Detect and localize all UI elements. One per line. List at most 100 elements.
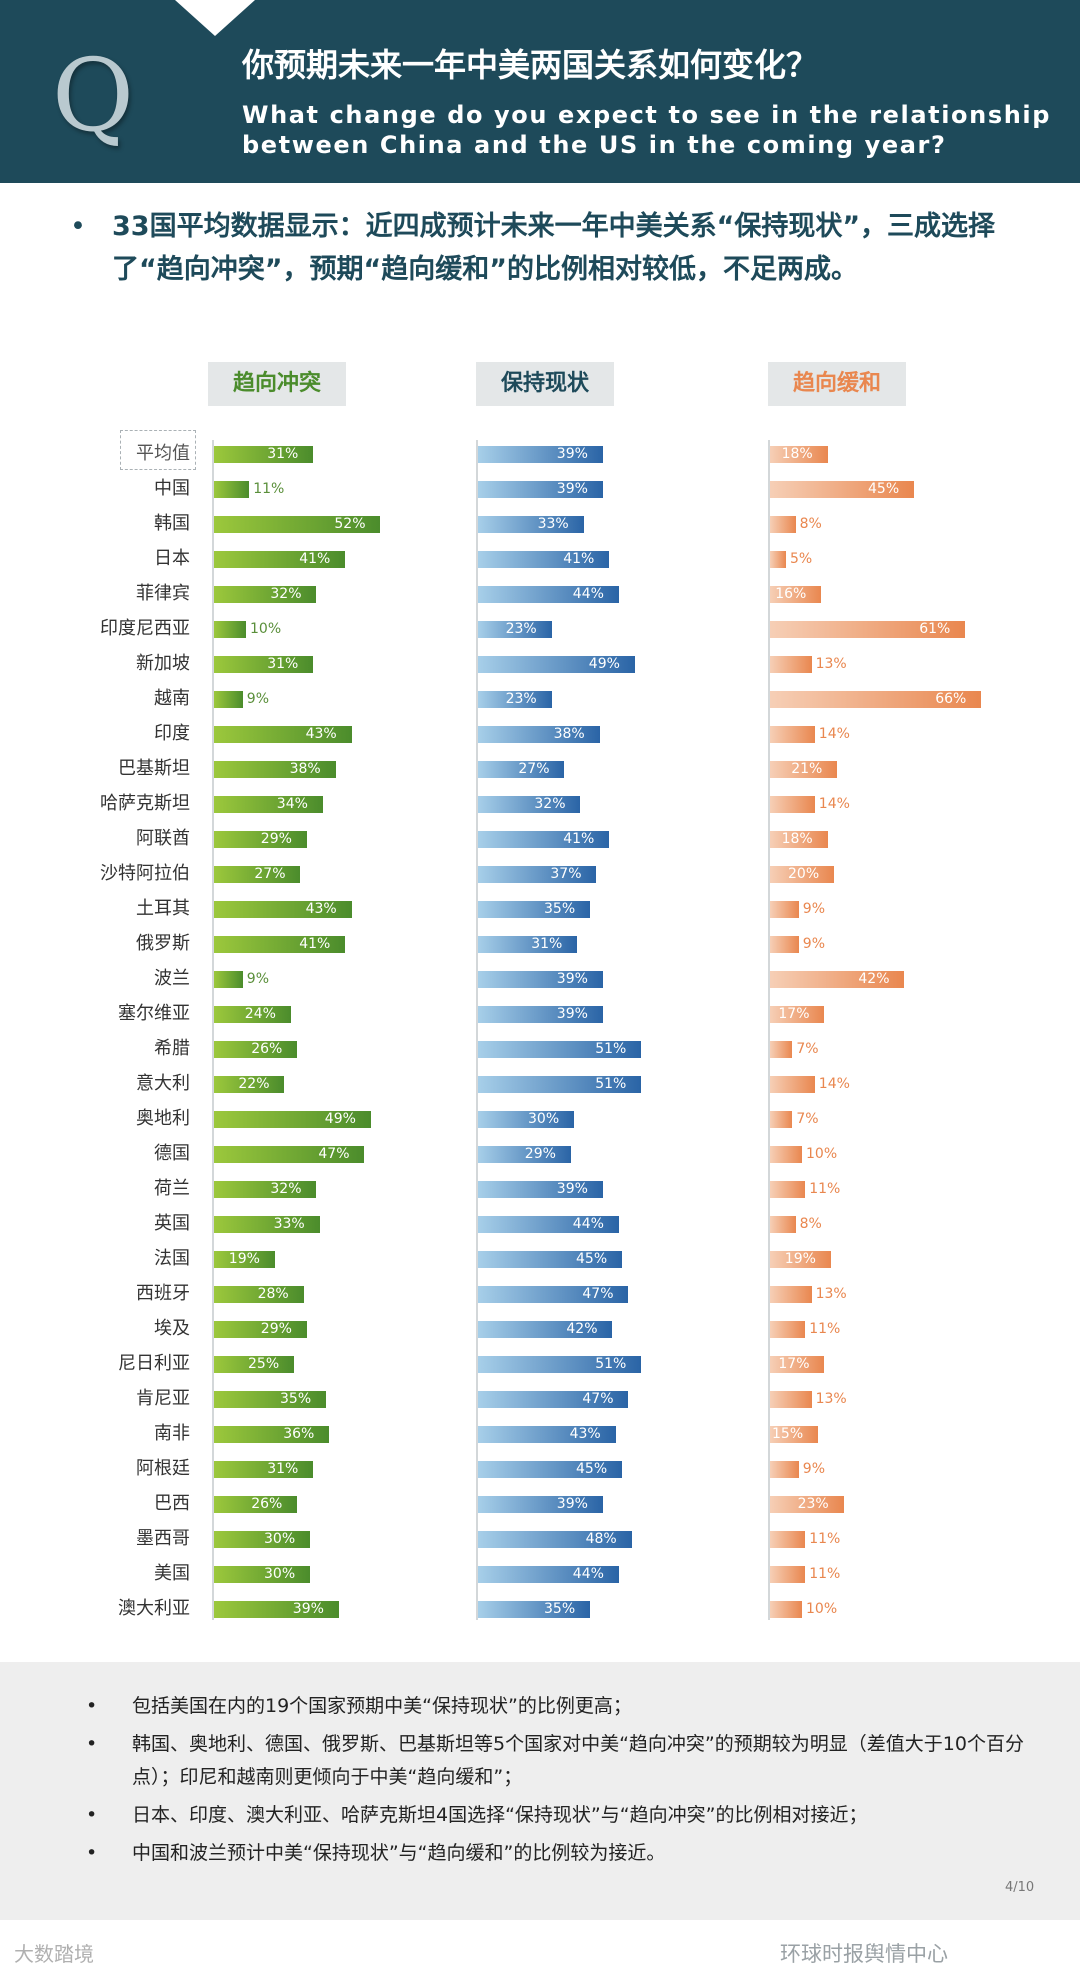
category-label: 奥地利 — [136, 1108, 190, 1129]
value-label: 44% — [572, 586, 604, 602]
value-label: 32% — [270, 1181, 302, 1197]
value-label: 10% — [250, 621, 282, 637]
category-label: 哈萨克斯坦 — [100, 793, 190, 814]
value-label: 32% — [270, 586, 302, 602]
value-label: 45% — [576, 1251, 608, 1267]
bar-conflict — [214, 1391, 326, 1408]
bar-easing — [770, 1566, 806, 1583]
value-label: 33% — [273, 1216, 305, 1232]
value-label: 9% — [802, 1461, 826, 1477]
value-label: 17% — [778, 1006, 810, 1022]
bar-easing — [770, 796, 815, 813]
category-label: 希腊 — [154, 1038, 190, 1059]
value-label: 52% — [334, 516, 366, 532]
q-logo: Q — [52, 37, 134, 154]
bar-status-quo — [478, 1601, 590, 1618]
value-label: 17% — [778, 1356, 810, 1372]
value-label: 41% — [299, 551, 331, 567]
value-label: 9% — [802, 901, 826, 917]
header-banner: Q 你预期未来一年中美两国关系如何变化？ What change do you … — [0, 0, 1080, 183]
bar-status-quo — [478, 1566, 619, 1583]
value-label: 47% — [582, 1391, 614, 1407]
average-label-box — [120, 430, 196, 470]
category-label: 塞尔维亚 — [118, 1003, 190, 1024]
summary-text: 33国平均数据显示：近四成预计未来一年中美关系“保持现状”，三成选择了“趋向冲突… — [112, 211, 996, 285]
bar-conflict — [214, 1251, 275, 1268]
page-title-cn: 你预期未来一年中美两国关系如何变化？ — [242, 46, 819, 84]
category-label: 埃及 — [154, 1318, 190, 1339]
bar-easing — [770, 691, 982, 708]
bar-conflict — [214, 1286, 304, 1303]
value-label: 26% — [251, 1496, 283, 1512]
category-label: 美国 — [154, 1563, 190, 1584]
bar-conflict — [214, 446, 314, 463]
bar-status-quo — [478, 516, 584, 533]
category-label: 韩国 — [154, 513, 190, 534]
bar-status-quo — [478, 1146, 571, 1163]
bar-conflict — [214, 621, 246, 638]
bar-conflict — [214, 1146, 365, 1163]
value-label: 23% — [797, 1496, 829, 1512]
bar-conflict — [214, 691, 243, 708]
value-label: 35% — [544, 1601, 576, 1617]
value-label: 10% — [806, 1146, 838, 1162]
value-label: 5% — [790, 551, 813, 567]
value-label: 21% — [791, 761, 823, 777]
bar-conflict — [214, 1111, 371, 1128]
bar-status-quo — [478, 1391, 629, 1408]
bar-easing — [770, 481, 914, 498]
value-label: 13% — [815, 1391, 847, 1407]
category-label: 肯尼亚 — [136, 1388, 190, 1409]
value-label: 23% — [505, 621, 537, 637]
note-item: 日本、印度、澳大利亚、哈萨克斯坦4国选择“保持现状”与“趋向冲突”的比例相对接近… — [132, 1804, 868, 1826]
category-label: 越南 — [154, 688, 190, 709]
bar-conflict — [214, 1566, 310, 1583]
bar-status-quo — [478, 726, 600, 743]
bar-easing — [770, 866, 834, 883]
bar-easing — [770, 1461, 799, 1478]
category-label: 菲律宾 — [136, 583, 190, 604]
note-item: 韩国、奥地利、德国、俄罗斯、巴基斯坦等5个国家对中美“趋向冲突”的预期较为明显（… — [132, 1733, 1024, 1788]
category-label: 南非 — [154, 1423, 190, 1444]
category-label: 巴西 — [154, 1493, 190, 1514]
bar-status-quo — [478, 971, 603, 988]
value-label: 51% — [595, 1356, 627, 1372]
bar-conflict — [214, 1496, 298, 1513]
bar-conflict — [214, 1601, 339, 1618]
bar-easing — [770, 1321, 806, 1338]
value-label: 29% — [260, 1321, 292, 1337]
value-label: 43% — [305, 726, 337, 742]
note-item: 包括美国在内的19个国家预期中美“保持现状”的比例更高； — [132, 1695, 632, 1717]
category-label: 阿联酋 — [136, 828, 190, 849]
bar-status-quo — [478, 1356, 642, 1373]
value-label: 14% — [818, 1076, 850, 1092]
bar-conflict — [214, 1321, 307, 1338]
note-item: 中国和波兰预计中美“保持现状”与“趋向缓和”的比例较为接近。 — [132, 1842, 666, 1864]
bar-conflict — [214, 831, 307, 848]
category-label: 俄罗斯 — [136, 933, 190, 954]
bar-status-quo — [478, 551, 610, 568]
value-label: 43% — [305, 901, 337, 917]
bar-easing — [770, 1531, 806, 1548]
bar-conflict — [214, 936, 346, 953]
bar-conflict — [214, 761, 336, 778]
note-bullet: • — [86, 1733, 98, 1755]
value-label: 11% — [253, 481, 285, 497]
category-label: 澳大利亚 — [118, 1598, 190, 1619]
value-label: 48% — [585, 1531, 617, 1547]
bar-easing — [770, 1286, 812, 1303]
category-label: 土耳其 — [136, 898, 190, 919]
category-label: 日本 — [154, 548, 190, 569]
bar-status-quo — [478, 1531, 632, 1548]
bar-conflict — [214, 866, 301, 883]
value-label: 41% — [563, 551, 595, 567]
value-label: 13% — [815, 656, 847, 672]
bar-easing — [770, 1181, 806, 1198]
value-label: 14% — [818, 726, 850, 742]
value-label: 45% — [576, 1461, 608, 1477]
bar-status-quo — [478, 1041, 642, 1058]
value-label: 24% — [244, 1006, 276, 1022]
value-label: 37% — [550, 866, 582, 882]
bar-easing — [770, 586, 822, 603]
value-label: 10% — [806, 1601, 838, 1617]
